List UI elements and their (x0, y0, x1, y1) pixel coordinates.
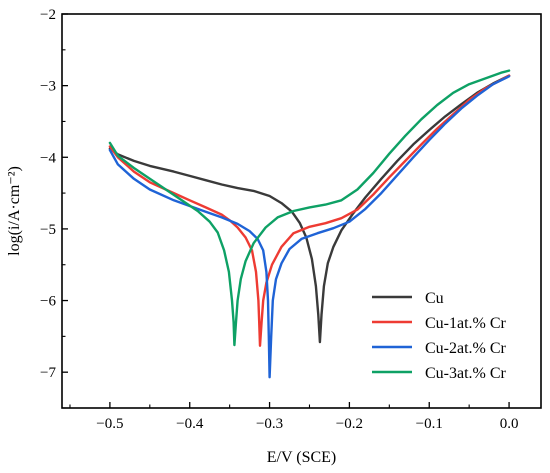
y-tick-label: −2 (40, 7, 56, 23)
x-tick-label: −0.3 (256, 416, 283, 432)
legend-label: Cu-1at.% Cr (425, 315, 507, 332)
y-tick-label: −6 (40, 294, 56, 310)
x-tick-label: −0.4 (176, 416, 204, 432)
y-tick-label: −7 (40, 365, 56, 381)
x-tick-label: 0.0 (500, 416, 519, 432)
y-tick-label: −3 (40, 79, 56, 95)
series-lines (108, 69, 511, 379)
x-tick-label: −0.5 (96, 416, 123, 432)
legend-label: Cu-2at.% Cr (425, 340, 507, 357)
legend: Cu Cu-1at.% Cr Cu-2at.% Cr Cu-3at.% Cr (372, 290, 507, 382)
series-line (108, 75, 511, 379)
legend-label: Cu-3at.% Cr (425, 365, 507, 382)
plot-frame (61, 13, 542, 409)
y-axis-title: log(i/A·cm⁻²) (6, 166, 23, 256)
series-line (108, 74, 511, 344)
series-line (108, 74, 511, 347)
x-tick-label: −0.2 (336, 416, 363, 432)
x-tick-label: −0.1 (416, 416, 443, 432)
y-tick-label: −5 (40, 222, 56, 238)
y-tick-label: −4 (40, 150, 56, 166)
axis-ticks: −0.5 −0.4 −0.3 −0.2 −0.1 0.0 −7 −6 −5 −4 −3 −2 (40, 7, 518, 432)
series-line (108, 69, 511, 347)
legend-label: Cu (425, 290, 444, 307)
x-axis-title: E/V (SCE) (267, 449, 336, 466)
